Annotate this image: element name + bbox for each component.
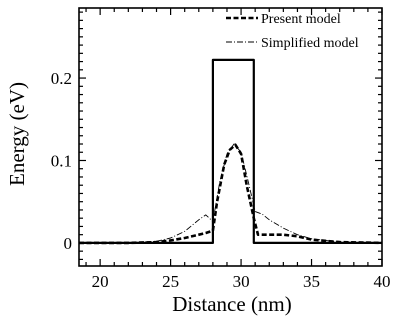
x-tick-label: 25 — [162, 272, 179, 291]
series-simplified-model — [79, 143, 383, 244]
x-tick-label: 35 — [303, 272, 320, 291]
y-tick-label: 0.2 — [51, 69, 72, 88]
x-tick-label: 40 — [374, 272, 391, 291]
y-tick-label: 0.1 — [51, 151, 72, 170]
series-present-model — [79, 143, 383, 245]
legend-label-simplified-model: Simplified model — [261, 36, 359, 51]
plot-area — [79, 58, 383, 245]
x-tick-label: 30 — [233, 272, 250, 291]
y-tick-label: 0 — [64, 234, 73, 253]
y-axis-title: Energy (eV) — [5, 82, 29, 186]
axes: 20 25 30 35 40 0 0.1 0.2 — [51, 7, 391, 291]
plot-frame — [78, 7, 383, 267]
x-axis-title: Distance (nm) — [172, 292, 292, 316]
series-potential-profile — [79, 58, 382, 244]
legend-label-present-model: Present model — [261, 12, 341, 27]
legend: Present model Simplified model — [226, 12, 359, 51]
x-tick-label: 20 — [92, 272, 109, 291]
